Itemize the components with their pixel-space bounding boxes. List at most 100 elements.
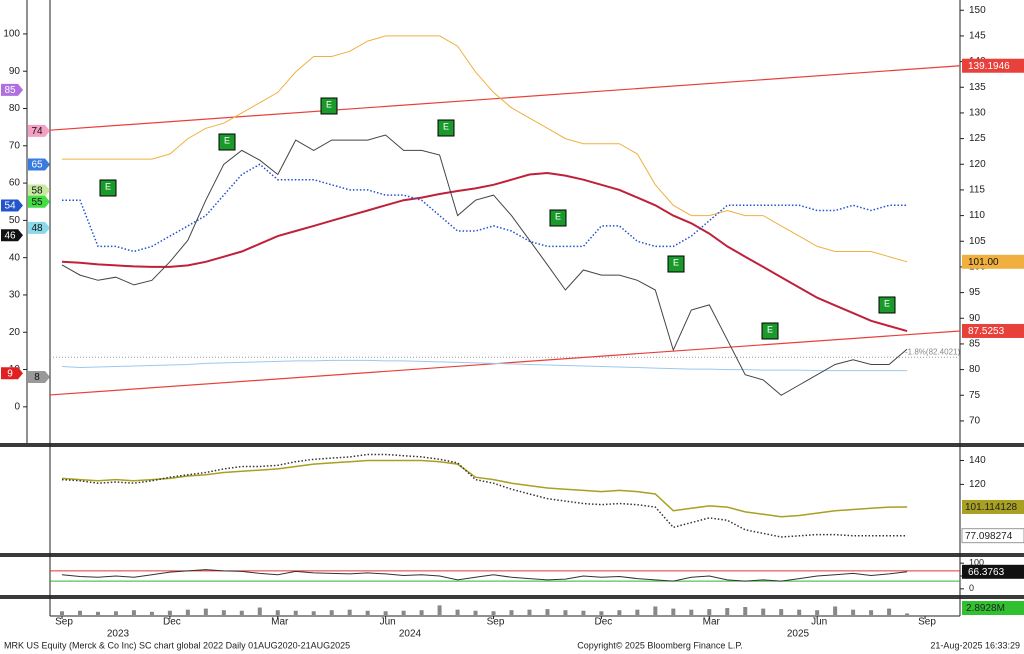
volume-bar xyxy=(797,609,802,615)
left-tag-label: 8 xyxy=(34,372,40,383)
panel-separator xyxy=(0,595,1024,599)
y-tick-label: 75 xyxy=(969,390,981,401)
trend-line xyxy=(49,330,961,396)
earnings-marker xyxy=(218,133,236,151)
footer-left: MRK US Equity (Merck & Co Inc) SC chart … xyxy=(4,640,350,650)
y2-tick-label: 70 xyxy=(9,140,21,151)
reference-label: -1.8%(82.4021) xyxy=(905,347,960,356)
volume-bar xyxy=(527,609,532,615)
value-label-box xyxy=(961,528,1024,544)
volume-bar xyxy=(455,609,460,615)
panel-separator xyxy=(0,443,1024,447)
value-label-box xyxy=(962,58,1024,73)
x-tick-label: Mar xyxy=(703,617,721,628)
volume-bar xyxy=(311,611,316,615)
series-line xyxy=(61,171,908,333)
volume-bar xyxy=(851,609,856,615)
volume-bar xyxy=(60,611,64,615)
left-tag xyxy=(28,221,50,234)
y-tick-label: 135 xyxy=(969,82,986,93)
volume-bar xyxy=(437,605,442,615)
x-tick-label: Dec xyxy=(163,617,181,628)
y2-tick-label: 20 xyxy=(9,327,21,338)
volume-bar xyxy=(887,608,892,615)
earnings-marker xyxy=(667,255,685,273)
volume-bar xyxy=(707,609,712,615)
earnings-label: E xyxy=(555,211,561,221)
series-line xyxy=(61,569,908,582)
volume-bar xyxy=(203,608,208,615)
y2-tick-label: 50 xyxy=(9,215,21,226)
volume-bar xyxy=(761,608,766,615)
footer-right: 21-Aug-2025 16:33:29 xyxy=(930,640,1020,650)
value-label: 87.5253 xyxy=(968,326,1005,337)
y-tick-label: 130 xyxy=(969,108,986,119)
y-tick-label: 115 xyxy=(969,185,985,196)
earnings-label: E xyxy=(105,181,111,191)
volume-bar xyxy=(113,611,118,615)
x-tick-label: Dec xyxy=(595,617,613,628)
trend-line xyxy=(49,65,961,131)
volume-bar xyxy=(635,609,640,615)
earnings-marker xyxy=(549,209,567,227)
volume-bar xyxy=(869,610,874,615)
volume-bar xyxy=(239,610,244,615)
left-tag xyxy=(28,370,50,383)
volume-bar xyxy=(779,609,784,615)
volume-bar xyxy=(131,610,136,615)
value-label-box xyxy=(962,564,1024,579)
y2-tick-label: 100 xyxy=(3,29,20,40)
series-line xyxy=(61,134,908,396)
volume-bar xyxy=(581,610,586,615)
left-tag-label: 9 xyxy=(7,368,13,379)
series-line xyxy=(62,163,908,253)
value-label-box xyxy=(962,254,1024,269)
left-tag-label: 46 xyxy=(4,230,16,241)
x-tick-label: Sep xyxy=(487,617,505,628)
left-tag-label: 85 xyxy=(4,85,16,96)
value-label-box xyxy=(962,499,1024,514)
earnings-label: E xyxy=(767,324,773,334)
y-tick-label: 145 xyxy=(969,31,986,42)
x-tick-label: Mar xyxy=(271,617,289,628)
left-tag-label: 55 xyxy=(31,197,43,208)
left-tag xyxy=(1,367,23,380)
y-tick-label: 85 xyxy=(969,339,981,350)
x-tick-label: Sep xyxy=(918,617,936,628)
value-label: 101.00 xyxy=(968,257,999,268)
value-label: 101.114128 xyxy=(965,502,1018,513)
volume-bar xyxy=(653,606,658,615)
left-tag xyxy=(1,199,23,212)
volume-bar xyxy=(347,609,352,615)
volume-bar xyxy=(401,610,406,615)
volume-bar xyxy=(167,610,172,615)
volume-bar xyxy=(689,609,694,615)
volume-bar xyxy=(671,608,676,615)
value-label: 2.8928M xyxy=(966,603,1005,614)
left-tag-label: 48 xyxy=(31,223,43,234)
x-tick-label: Jun xyxy=(811,617,827,628)
y2-tick-label: 40 xyxy=(9,252,21,263)
y-tick-label: 120 xyxy=(969,479,986,490)
y2-tick-label: 30 xyxy=(9,290,21,301)
value-label-box xyxy=(962,323,1024,338)
year-label: 2024 xyxy=(399,629,422,640)
volume-bar xyxy=(383,611,388,615)
volume-bar xyxy=(725,608,730,615)
volume-bar xyxy=(419,610,424,615)
left-tag xyxy=(1,83,23,96)
x-tick-label: Sep xyxy=(55,617,73,628)
volume-bar xyxy=(221,610,226,615)
volume-bar xyxy=(833,606,838,615)
volume-bar xyxy=(293,610,298,615)
y-tick-label: 140 xyxy=(969,455,986,466)
volume-bar xyxy=(617,610,622,615)
earnings-label: E xyxy=(884,298,890,308)
volume-bar xyxy=(509,610,514,615)
earnings-label: E xyxy=(326,99,332,109)
left-tag xyxy=(28,195,50,208)
series-line xyxy=(61,459,908,518)
value-label: 139.1946 xyxy=(968,61,1010,72)
volume-bar xyxy=(905,613,910,615)
